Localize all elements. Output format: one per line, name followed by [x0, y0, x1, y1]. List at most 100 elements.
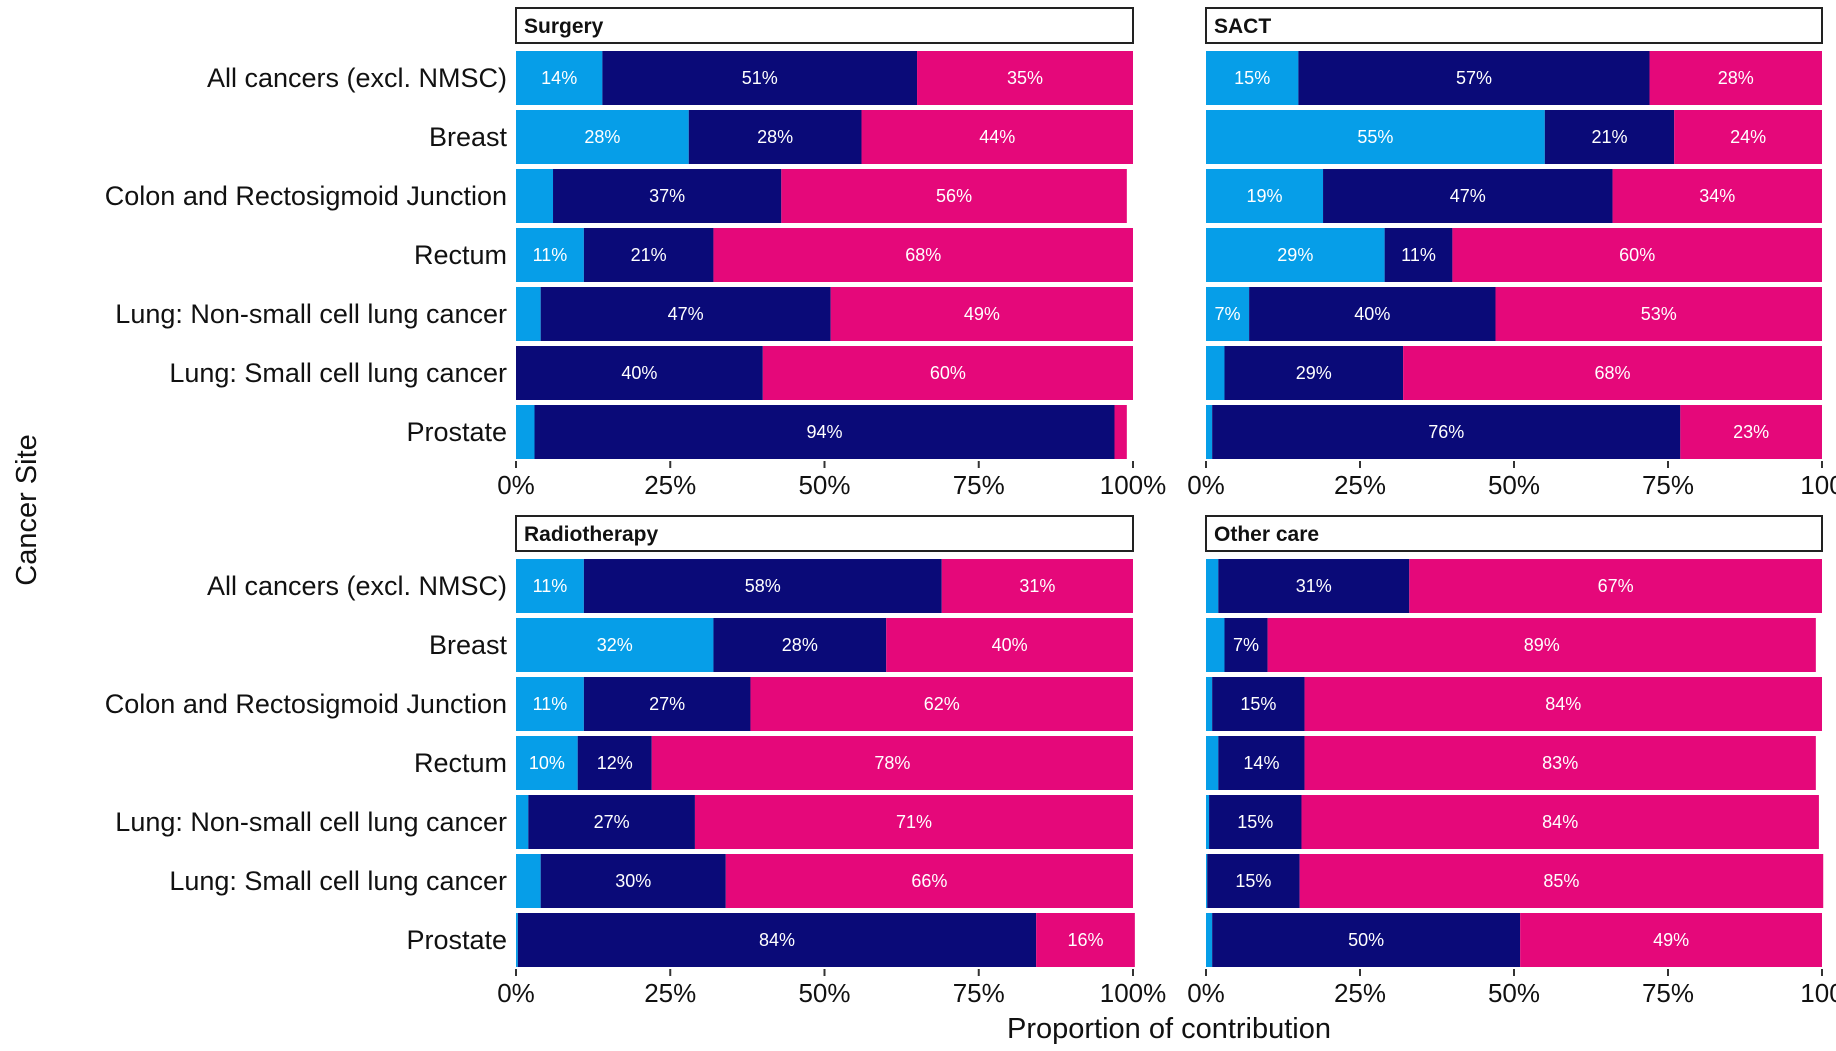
bar-other-care-colon-and-rectosigmoid-junction-series-2: [1212, 677, 1305, 731]
x-tick-label-radiotherapy-75: 75%: [953, 978, 1005, 1008]
x-tick-label-sact-50: 50%: [1488, 470, 1540, 500]
bar-radiotherapy-breast-series-1: [516, 618, 714, 672]
x-tick-label-other-care-25: 25%: [1334, 978, 1386, 1008]
bar-other-care-colon-and-rectosigmoid-junction-series-3: [1304, 677, 1822, 731]
bar-sact-colon-and-rectosigmoid-junction-series-1: [1206, 169, 1324, 223]
data-label-sact-colon-and-rectosigmoid-junction-series-3: 34%: [1699, 186, 1735, 206]
data-label-radiotherapy-rectum-series-2: 12%: [597, 753, 633, 773]
x-tick-label-surgery-50: 50%: [798, 470, 850, 500]
category-label-prostate-radiotherapy: Prostate: [406, 925, 507, 955]
data-label-sact-all-cancers-excl-nmsc-series-3: 28%: [1718, 68, 1754, 88]
x-tick-label-sact-100: 100: [1800, 470, 1836, 500]
category-label-lung-non-small-cell-lung-cancer-radiotherapy: Lung: Non-small cell lung cancer: [115, 807, 507, 837]
y-axis-title: Cancer Site: [11, 434, 43, 586]
panel-title-box-surgery: [515, 7, 1134, 44]
bar-radiotherapy-prostate-series-3: [1036, 913, 1135, 967]
bar-radiotherapy-lung-non-small-cell-lung-cancer-series-1: [516, 795, 529, 849]
data-label-radiotherapy-lung-small-cell-lung-cancer-series-2: 30%: [615, 871, 651, 891]
bar-radiotherapy-prostate-series-1: [516, 913, 518, 967]
x-tick-label-surgery-25: 25%: [644, 470, 696, 500]
data-label-surgery-lung-small-cell-lung-cancer-series-3: 60%: [930, 363, 966, 383]
bar-surgery-all-cancers-excl-nmsc-series-1: [516, 51, 603, 105]
data-label-radiotherapy-breast-series-1: 32%: [597, 635, 633, 655]
data-label-radiotherapy-lung-non-small-cell-lung-cancer-series-2: 27%: [594, 812, 630, 832]
bar-radiotherapy-all-cancers-excl-nmsc-series-3: [941, 559, 1133, 613]
bar-other-care-rectum-series-2: [1218, 736, 1305, 790]
bar-surgery-rectum-series-1: [516, 228, 584, 282]
bar-surgery-lung-non-small-cell-lung-cancer-series-3: [830, 287, 1133, 341]
data-label-sact-rectum-series-1: 29%: [1277, 245, 1313, 265]
bar-surgery-all-cancers-excl-nmsc-series-2: [602, 51, 918, 105]
bar-radiotherapy-lung-non-small-cell-lung-cancer-series-3: [694, 795, 1133, 849]
bar-other-care-all-cancers-excl-nmsc-series-1: [1206, 559, 1219, 613]
data-label-radiotherapy-colon-and-rectosigmoid-junction-series-1: 11%: [533, 694, 568, 714]
category-label-prostate-surgery: Prostate: [406, 417, 507, 447]
x-tick-label-sact-0: 0%: [1187, 470, 1225, 500]
bar-sact-all-cancers-excl-nmsc-series-1: [1206, 51, 1299, 105]
category-label-breast-radiotherapy: Breast: [429, 630, 508, 660]
data-label-other-care-prostate-series-2: 50%: [1348, 930, 1384, 950]
bar-sact-lung-small-cell-lung-cancer-series-1: [1206, 346, 1225, 400]
data-label-surgery-breast-series-3: 44%: [979, 127, 1015, 147]
bar-radiotherapy-rectum-series-3: [651, 736, 1133, 790]
data-label-other-care-breast-series-2: 7%: [1233, 635, 1259, 655]
data-label-other-care-lung-small-cell-lung-cancer-series-3: 85%: [1543, 871, 1579, 891]
data-label-sact-rectum-series-3: 60%: [1619, 245, 1655, 265]
bar-radiotherapy-colon-and-rectosigmoid-junction-series-1: [516, 677, 584, 731]
data-label-sact-lung-small-cell-lung-cancer-series-2: 29%: [1296, 363, 1332, 383]
bar-surgery-prostate-series-2: [534, 405, 1115, 459]
data-label-sact-lung-non-small-cell-lung-cancer-series-2: 40%: [1354, 304, 1390, 324]
bar-other-care-prostate-series-3: [1520, 913, 1822, 967]
bar-surgery-all-cancers-excl-nmsc-series-3: [917, 51, 1133, 105]
bar-surgery-rectum-series-2: [583, 228, 714, 282]
panel-title-box-radiotherapy: [515, 515, 1134, 552]
panel-title-other-care: Other care: [1214, 523, 1319, 546]
x-tick-label-other-care-0: 0%: [1187, 978, 1225, 1008]
data-label-sact-colon-and-rectosigmoid-junction-series-2: 47%: [1450, 186, 1486, 206]
x-tick-label-radiotherapy-100: 100%: [1100, 978, 1167, 1008]
bar-surgery-rectum-series-3: [713, 228, 1133, 282]
x-tick-label-radiotherapy-50: 50%: [798, 978, 850, 1008]
bar-radiotherapy-lung-small-cell-lung-cancer-series-2: [540, 854, 726, 908]
data-label-sact-rectum-series-2: 11%: [1401, 245, 1436, 265]
data-label-radiotherapy-lung-non-small-cell-lung-cancer-series-3: 71%: [896, 812, 932, 832]
data-label-radiotherapy-all-cancers-excl-nmsc-series-1: 11%: [533, 576, 568, 596]
data-label-other-care-colon-and-rectosigmoid-junction-series-3: 84%: [1545, 694, 1581, 714]
bar-surgery-lung-small-cell-lung-cancer-series-3: [762, 346, 1133, 400]
x-tick-label-surgery-100: 100%: [1100, 470, 1167, 500]
x-tick-label-sact-75: 75%: [1642, 470, 1694, 500]
data-label-radiotherapy-colon-and-rectosigmoid-junction-series-3: 62%: [924, 694, 960, 714]
bar-surgery-prostate-series-1: [516, 405, 535, 459]
category-label-all-cancers-excl-nmsc-surgery: All cancers (excl. NMSC): [207, 63, 507, 93]
bar-surgery-colon-and-rectosigmoid-junction-series-3: [781, 169, 1127, 223]
bar-surgery-colon-and-rectosigmoid-junction-series-2: [553, 169, 782, 223]
bar-radiotherapy-prostate-series-2: [517, 913, 1037, 967]
data-label-sact-prostate-series-3: 23%: [1733, 422, 1769, 442]
data-label-radiotherapy-prostate-series-3: 16%: [1067, 930, 1103, 950]
data-label-radiotherapy-all-cancers-excl-nmsc-series-3: 31%: [1019, 576, 1055, 596]
bar-radiotherapy-rectum-series-2: [577, 736, 652, 790]
bar-radiotherapy-lung-small-cell-lung-cancer-series-1: [516, 854, 541, 908]
bar-other-care-lung-small-cell-lung-cancer-series-1: [1206, 854, 1208, 908]
x-tick-label-other-care-50: 50%: [1488, 978, 1540, 1008]
category-label-lung-small-cell-lung-cancer-radiotherapy: Lung: Small cell lung cancer: [169, 866, 507, 896]
bar-sact-prostate-series-1: [1206, 405, 1213, 459]
bar-radiotherapy-breast-series-3: [886, 618, 1133, 672]
bar-sact-prostate-series-3: [1680, 405, 1822, 459]
panel-title-surgery: Surgery: [524, 15, 604, 38]
bar-sact-colon-and-rectosigmoid-junction-series-2: [1323, 169, 1613, 223]
data-label-other-care-all-cancers-excl-nmsc-series-3: 67%: [1598, 576, 1634, 596]
x-axis-title: Proportion of contribution: [1007, 1013, 1331, 1045]
bar-surgery-breast-series-3: [861, 110, 1133, 164]
data-label-other-care-colon-and-rectosigmoid-junction-series-2: 15%: [1240, 694, 1276, 714]
data-label-surgery-rectum-series-2: 21%: [631, 245, 667, 265]
bar-other-care-breast-series-3: [1267, 618, 1816, 672]
category-label-colon-and-rectosigmoid-junction-surgery: Colon and Rectosigmoid Junction: [105, 181, 507, 211]
bar-surgery-lung-non-small-cell-lung-cancer-series-1: [516, 287, 541, 341]
bar-surgery-prostate-series-3: [1114, 405, 1127, 459]
data-label-other-care-rectum-series-2: 14%: [1243, 753, 1279, 773]
data-label-other-care-lung-small-cell-lung-cancer-series-2: 15%: [1235, 871, 1271, 891]
bar-other-care-all-cancers-excl-nmsc-series-3: [1409, 559, 1822, 613]
